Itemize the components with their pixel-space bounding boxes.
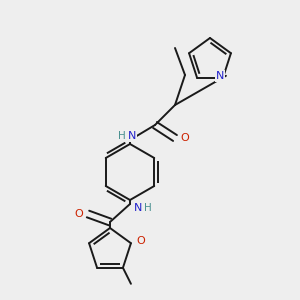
Text: O: O — [75, 209, 83, 219]
Text: N: N — [134, 203, 142, 213]
Text: H: H — [118, 131, 126, 141]
Text: O: O — [181, 133, 189, 143]
Text: O: O — [136, 236, 145, 246]
Text: N: N — [216, 71, 224, 81]
Text: H: H — [144, 203, 152, 213]
Text: N: N — [128, 131, 136, 141]
